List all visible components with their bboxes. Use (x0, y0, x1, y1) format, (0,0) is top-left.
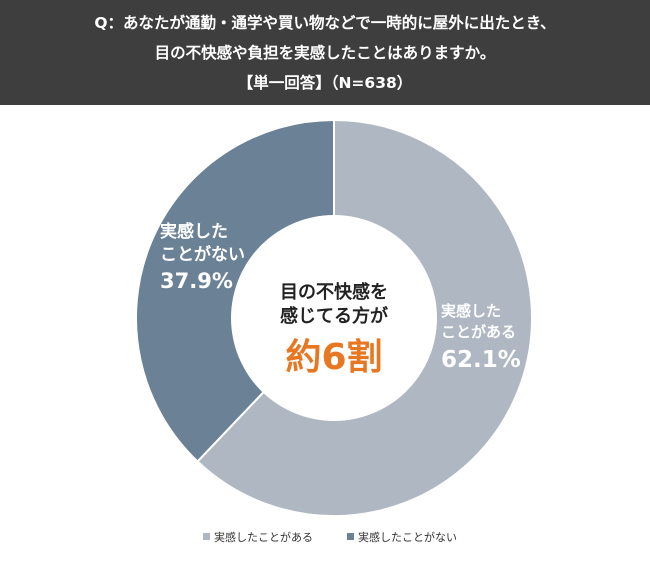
legend-label-yes: 実感したことがある (214, 530, 313, 544)
question-line-1: Q：あなたが通勤・通学や買い物などで一時的に屋外に出たとき、 (94, 13, 556, 32)
legend-swatch-no (347, 533, 354, 540)
question-line-3: 【単一回答】（N=638） (237, 73, 413, 92)
segment-value-yes: 62.1% (441, 347, 521, 373)
donut-chart: 実感した ことがない 37.9% 実感した ことがある 62.1% 目の不快感を… (135, 118, 533, 544)
segment-label-yes-line2: ことがある (441, 323, 516, 341)
center-line-2: 感じてる方が (280, 305, 388, 327)
legend: 実感したことがある 実感したことがない (203, 530, 457, 544)
donut-hole (231, 215, 437, 421)
question-header: Q：あなたが通勤・通学や買い物などで一時的に屋外に出たとき、 目の不快感や負担を… (0, 0, 650, 105)
segment-label-no-line2: ことがない (160, 244, 245, 265)
legend-swatch-yes (203, 533, 210, 540)
segment-label-yes-line1: 実感した (441, 302, 501, 320)
center-highlight: 約6割 (285, 337, 382, 378)
segment-value-no: 37.9% (160, 269, 233, 293)
segment-label-no-line1: 実感した (160, 221, 228, 242)
legend-label-no: 実感したことがない (358, 530, 457, 544)
center-line-1: 目の不快感を (280, 281, 388, 303)
question-line-2: 目の不快感や負担を実感したことはありますか。 (154, 43, 496, 62)
